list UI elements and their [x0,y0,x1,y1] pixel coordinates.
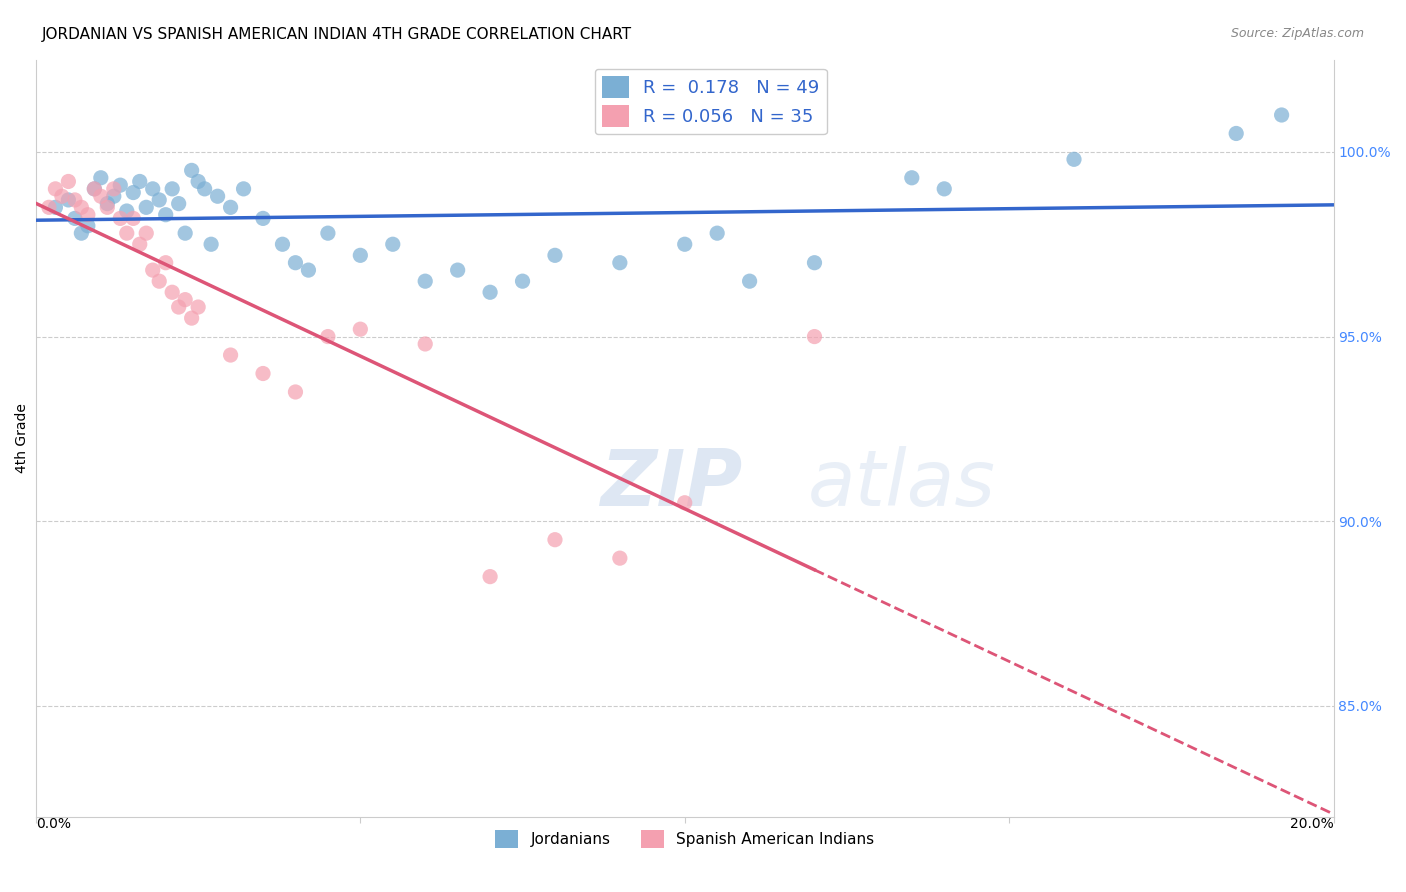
Point [381,237,404,252]
Point [135,226,157,240]
Point [284,256,307,270]
Text: 20.0%: 20.0% [1289,817,1333,830]
Point [232,182,254,196]
Point [38,200,60,214]
Point [738,274,761,288]
Point [544,533,567,547]
Point [316,329,339,343]
Point [122,186,145,200]
Point [135,200,157,214]
Point [96,196,118,211]
Point [219,200,242,214]
Point [803,256,825,270]
Point [174,226,197,240]
Point [219,348,242,362]
Point [160,285,183,300]
Point [128,237,150,252]
Point [142,182,165,196]
Point [83,182,105,196]
Point [934,182,956,196]
Point [110,178,132,193]
Point [479,285,502,300]
Point [76,208,98,222]
Point [44,200,66,214]
Point [609,551,631,566]
Point [115,226,138,240]
Point [673,496,696,510]
Point [142,263,165,277]
Point [706,226,728,240]
Point [544,248,567,262]
Point [51,189,73,203]
Point [63,193,86,207]
Point [70,226,93,240]
Point [1271,108,1294,122]
Point [284,384,307,399]
Point [174,293,197,307]
Point [167,196,190,211]
Point [76,219,98,233]
Point [252,367,274,381]
Point [180,163,202,178]
Point [122,211,145,226]
Point [155,208,177,222]
Point [349,322,371,336]
Point [148,274,170,288]
Text: JORDANIAN VS SPANISH AMERICAN INDIAN 4TH GRADE CORRELATION CHART: JORDANIAN VS SPANISH AMERICAN INDIAN 4TH… [42,27,633,42]
Point [180,311,202,326]
Point [479,569,502,583]
Text: atlas: atlas [808,446,995,522]
Point [901,170,924,185]
Point [1225,127,1247,141]
Text: 0.0%: 0.0% [37,817,70,830]
Point [70,200,93,214]
Text: Source: ZipAtlas.com: Source: ZipAtlas.com [1230,27,1364,40]
Point [90,170,112,185]
Point [110,211,132,226]
Point [609,256,631,270]
Point [447,263,470,277]
Point [115,204,138,219]
Point [90,189,112,203]
Point [148,193,170,207]
Point [128,174,150,188]
Y-axis label: 4th Grade: 4th Grade [15,403,30,473]
Point [103,182,125,196]
Point [349,248,371,262]
Point [1063,153,1085,167]
Point [187,174,209,188]
Point [58,193,80,207]
Point [187,300,209,314]
Point [271,237,294,252]
Point [297,263,319,277]
Point [167,300,190,314]
Point [103,189,125,203]
Point [413,337,436,351]
Point [413,274,436,288]
Point [207,189,229,203]
Point [96,200,118,214]
Point [58,174,80,188]
Point [194,182,217,196]
Point [200,237,222,252]
Text: ZIP: ZIP [600,446,742,522]
Point [44,182,66,196]
Point [83,182,105,196]
Point [316,226,339,240]
Point [63,211,86,226]
Legend: Jordanians, Spanish American Indians: Jordanians, Spanish American Indians [489,823,880,855]
Point [673,237,696,252]
Point [803,329,825,343]
Point [512,274,534,288]
Point [252,211,274,226]
Point [160,182,183,196]
Point [155,256,177,270]
